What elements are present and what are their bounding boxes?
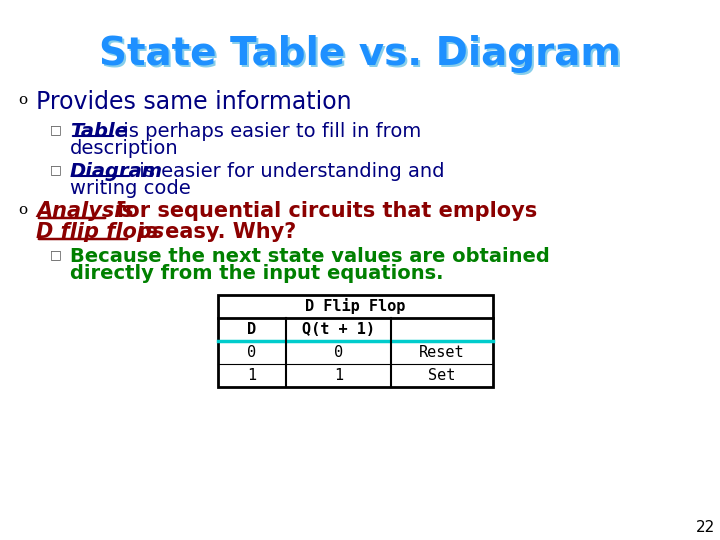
Text: State Table vs. Diagram: State Table vs. Diagram: [101, 37, 623, 75]
Text: 0: 0: [334, 345, 343, 360]
Text: D flip flops: D flip flops: [36, 222, 164, 242]
Text: Set: Set: [428, 368, 456, 383]
Text: Because the next state values are obtained: Because the next state values are obtain…: [70, 247, 550, 266]
Text: Q(t + 1): Q(t + 1): [302, 322, 375, 337]
Text: □: □: [50, 123, 62, 136]
Text: Analysis: Analysis: [36, 201, 134, 221]
Text: □: □: [50, 248, 62, 261]
Text: □: □: [50, 163, 62, 176]
Text: Table: Table: [70, 122, 128, 141]
Text: is easy. Why?: is easy. Why?: [131, 222, 296, 242]
Text: 1: 1: [334, 368, 343, 383]
Text: 0: 0: [248, 345, 256, 360]
Text: Reset: Reset: [419, 345, 465, 360]
Text: directly from the input equations.: directly from the input equations.: [70, 264, 444, 283]
Text: 22: 22: [696, 520, 715, 535]
Text: Diagram: Diagram: [70, 162, 163, 181]
Text: description: description: [70, 139, 179, 158]
Text: D: D: [248, 322, 256, 337]
Text: for sequential circuits that employs: for sequential circuits that employs: [109, 201, 537, 221]
Text: Provides same information: Provides same information: [36, 90, 351, 114]
Bar: [218, 295, 493, 387]
Text: State Table vs. Diagram: State Table vs. Diagram: [99, 35, 621, 73]
Text: D Flip Flop: D Flip Flop: [305, 299, 405, 314]
Text: is perhaps easier to fill in from: is perhaps easier to fill in from: [117, 122, 421, 141]
Text: o: o: [18, 93, 27, 107]
Text: is easier for understanding and: is easier for understanding and: [133, 162, 444, 181]
Text: writing code: writing code: [70, 179, 191, 198]
Text: 1: 1: [248, 368, 256, 383]
Text: o: o: [18, 203, 27, 217]
